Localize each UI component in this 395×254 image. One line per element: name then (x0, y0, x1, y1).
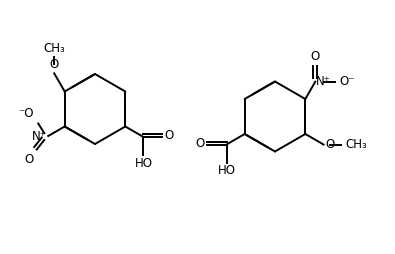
Text: N⁺: N⁺ (316, 75, 331, 88)
Text: O⁻: O⁻ (339, 75, 355, 88)
Text: O: O (196, 136, 205, 150)
Text: ⁻O: ⁻O (18, 107, 34, 120)
Text: HO: HO (134, 157, 152, 170)
Text: CH₃: CH₃ (345, 138, 367, 151)
Text: HO: HO (218, 165, 235, 178)
Text: O: O (325, 138, 334, 151)
Text: O: O (49, 58, 59, 71)
Text: N⁺: N⁺ (32, 130, 47, 142)
Text: O: O (311, 50, 320, 63)
Text: CH₃: CH₃ (43, 42, 65, 55)
Text: O: O (24, 153, 33, 166)
Text: O: O (164, 129, 173, 142)
